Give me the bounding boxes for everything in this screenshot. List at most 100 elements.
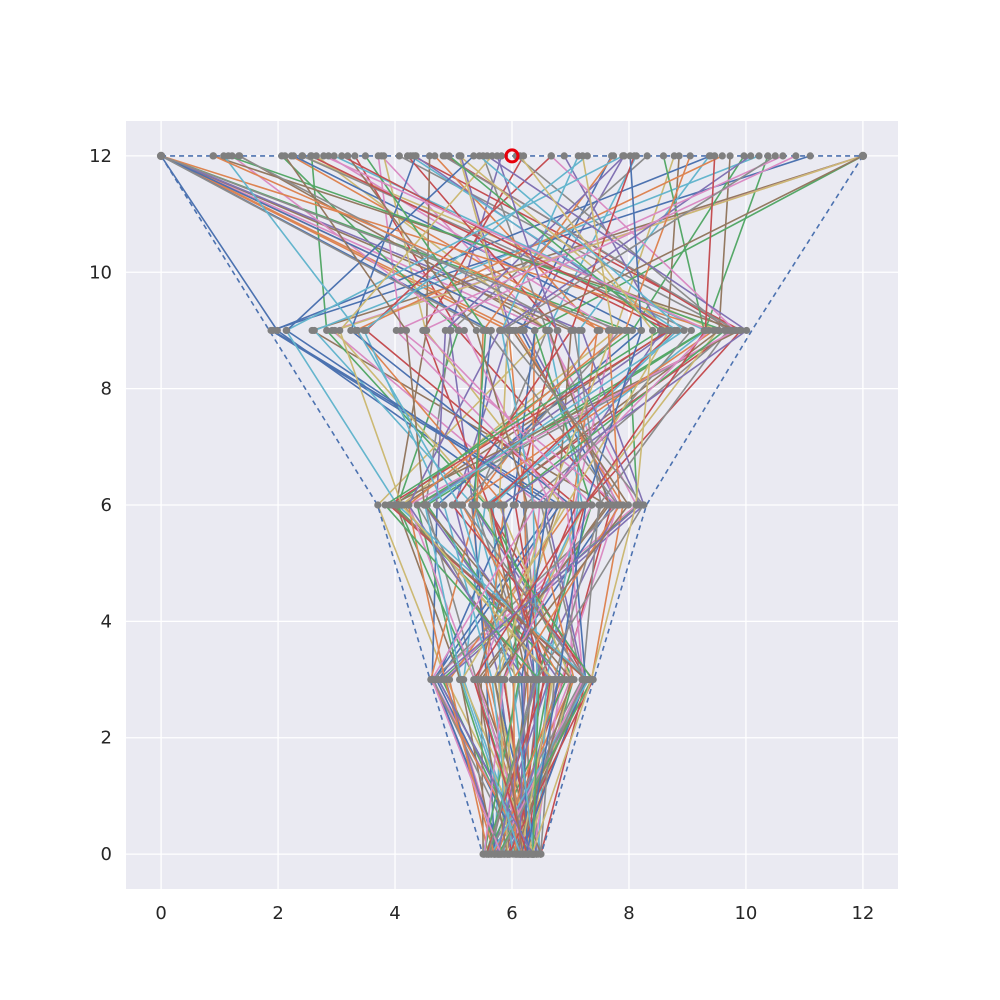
path-points: [156, 148, 868, 858]
data-point: [755, 152, 763, 160]
data-point: [498, 326, 506, 335]
data-point: [643, 152, 651, 160]
data-point: [455, 152, 464, 160]
y-tick-label: 0: [101, 844, 112, 865]
data-point: [588, 501, 596, 509]
data-point: [360, 326, 368, 335]
data-point: [406, 152, 415, 160]
data-point: [336, 326, 344, 335]
data-point: [587, 675, 595, 684]
data-point: [687, 326, 695, 335]
data-point: [488, 152, 496, 160]
data-point: [235, 152, 243, 160]
data-point: [742, 326, 751, 335]
data-point: [380, 152, 388, 160]
data-point: [554, 675, 562, 684]
data-point: [440, 501, 448, 509]
data-point: [632, 501, 640, 509]
data-point: [412, 152, 420, 160]
data-point: [626, 152, 634, 160]
data-point: [310, 326, 318, 335]
data-point: [484, 850, 492, 858]
data-point: [624, 501, 632, 509]
data-point: [711, 152, 719, 160]
data-point: [621, 326, 629, 335]
data-point: [470, 675, 478, 684]
data-point: [481, 675, 490, 684]
data-point: [556, 501, 564, 509]
data-point: [715, 326, 723, 335]
data-point: [419, 326, 427, 335]
data-point: [269, 326, 277, 335]
data-point: [353, 326, 362, 335]
data-point: [509, 501, 517, 509]
data-point: [330, 152, 338, 160]
x-tick-label: 6: [506, 903, 517, 924]
data-point: [528, 850, 536, 858]
data-point: [578, 152, 587, 160]
data-point: [560, 152, 568, 160]
data-point: [705, 326, 713, 335]
data-point: [553, 326, 561, 335]
data-point: [581, 501, 589, 509]
data-point: [670, 326, 679, 335]
y-tick-label: 2: [101, 728, 112, 749]
data-point: [289, 152, 298, 160]
x-tick-label: 0: [155, 903, 166, 924]
data-point: [686, 152, 694, 160]
data-point: [639, 501, 647, 509]
boundary-left: [160, 155, 484, 855]
data-point: [344, 152, 352, 160]
x-tick-label: 8: [623, 903, 634, 924]
data-point: [659, 152, 668, 160]
data-point: [441, 326, 449, 335]
data-point: [220, 152, 228, 160]
y-tick-label: 8: [101, 379, 112, 400]
data-point: [806, 152, 814, 160]
y-tick-label: 10: [89, 262, 112, 283]
y-tick-label: 12: [89, 146, 112, 167]
data-point: [545, 326, 554, 335]
x-tick-label: 4: [389, 903, 400, 924]
data-point: [434, 675, 442, 684]
data-point: [457, 675, 465, 684]
data-point: [338, 152, 346, 160]
x-tick-label: 12: [851, 903, 874, 924]
data-point: [486, 501, 494, 509]
data-point: [312, 152, 320, 160]
data-point: [381, 501, 389, 509]
data-point: [665, 326, 673, 335]
data-point: [387, 501, 396, 509]
data-point: [413, 501, 421, 509]
data-point: [616, 326, 624, 335]
data-point: [395, 152, 403, 160]
data-point: [597, 501, 605, 509]
data-point: [509, 326, 517, 335]
data-point: [472, 326, 480, 335]
data-point: [283, 326, 291, 335]
data-point: [445, 152, 453, 160]
data-point: [517, 675, 526, 684]
data-point: [320, 152, 328, 160]
data-point: [543, 501, 551, 509]
data-point: [637, 326, 646, 335]
y-tick-label: 6: [101, 495, 112, 516]
data-point: [483, 152, 491, 160]
data-point: [747, 152, 755, 160]
data-point: [537, 850, 545, 858]
data-point: [281, 152, 289, 160]
data-point: [455, 501, 464, 509]
data-point: [374, 501, 382, 509]
data-point: [524, 501, 532, 509]
data-point: [533, 675, 541, 684]
data-point: [361, 152, 370, 160]
data-point: [307, 152, 315, 160]
data-point: [398, 501, 406, 509]
data-point: [504, 850, 512, 858]
data-point: [497, 501, 506, 509]
data-point: [764, 152, 772, 160]
data-point: [392, 326, 400, 335]
data-point: [470, 152, 478, 160]
